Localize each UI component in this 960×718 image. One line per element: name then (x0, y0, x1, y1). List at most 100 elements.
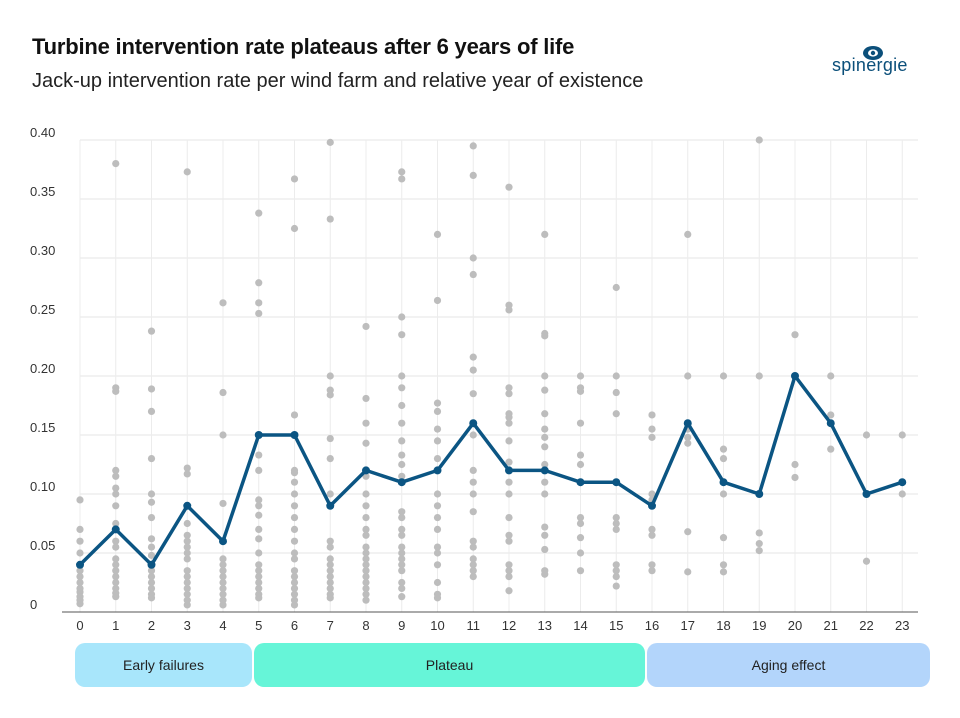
data-point (147, 551, 156, 559)
data-point (576, 387, 585, 395)
data-point (290, 590, 299, 598)
data-point (255, 578, 263, 587)
x-tick-label: 2 (148, 618, 155, 633)
data-point (469, 466, 477, 474)
data-point (255, 209, 263, 217)
data-point (505, 537, 513, 545)
data-point (290, 224, 299, 233)
data-point (433, 525, 442, 534)
data-point (183, 555, 191, 563)
data-point (76, 567, 84, 575)
x-tick-label: 13 (538, 618, 552, 633)
data-point (219, 555, 227, 563)
data-point (505, 384, 513, 392)
data-point (290, 573, 299, 581)
data-point (147, 578, 156, 587)
data-point (469, 171, 477, 179)
average-line-point (183, 501, 192, 510)
data-point (398, 313, 406, 321)
x-tick-label: 19 (752, 618, 766, 633)
brand-name: spinergie (832, 55, 908, 75)
data-point (76, 537, 84, 545)
data-point (362, 561, 370, 569)
y-tick-label: 0.25 (30, 302, 55, 317)
data-point (541, 545, 549, 554)
data-point (648, 411, 656, 419)
data-point (290, 567, 299, 575)
y-tick-label: 0.35 (30, 184, 55, 199)
data-point (719, 534, 728, 542)
data-point (755, 547, 763, 555)
data-point (541, 523, 549, 531)
data-point (469, 567, 477, 575)
data-point (755, 539, 763, 548)
data-point (612, 573, 620, 581)
data-point (76, 573, 84, 581)
data-point (576, 451, 585, 459)
data-point (147, 498, 156, 506)
data-point (326, 434, 334, 443)
data-point (755, 136, 763, 144)
data-point (433, 296, 442, 305)
data-point (290, 514, 299, 522)
data-point (433, 514, 442, 522)
data-point (505, 567, 513, 575)
x-axis-ticks: 0 1 2 3 4 5 6 7 8 9 10 11 12 13 14 15 16 17 18 19 20 21 22 23 (76, 618, 909, 633)
y-axis-ticks: 0 0.05 0.10 0.15 0.20 0.25 0.30 0.35 0.40 (30, 125, 55, 612)
data-point (791, 331, 799, 339)
x-tick-label: 14 (573, 618, 587, 633)
data-point (505, 587, 513, 595)
data-point (255, 567, 263, 575)
data-point (469, 270, 477, 279)
data-point (112, 502, 120, 510)
data-point (398, 593, 406, 601)
data-point (541, 531, 549, 539)
data-point (469, 254, 477, 262)
data-point (76, 549, 84, 557)
data-point (648, 531, 656, 539)
data-point (576, 534, 585, 542)
average-line-point (362, 466, 370, 475)
data-point (183, 590, 191, 598)
data-point (576, 567, 585, 575)
data-point (183, 567, 191, 575)
data-point (505, 390, 513, 398)
data-point (326, 561, 334, 569)
average-line-point (576, 478, 585, 487)
data-point (612, 410, 620, 418)
data-point (326, 215, 334, 223)
data-point (433, 543, 442, 551)
data-point (76, 496, 84, 504)
data-point (576, 460, 585, 469)
data-point (541, 425, 549, 433)
data-point (862, 431, 871, 439)
average-line-point (898, 478, 907, 487)
data-point (612, 525, 620, 534)
data-point (362, 543, 370, 551)
data-point (433, 490, 442, 498)
data-point (398, 531, 406, 539)
data-point (76, 525, 84, 534)
data-point (183, 584, 191, 593)
data-point (112, 519, 120, 528)
data-point (541, 490, 549, 498)
average-line-point (755, 490, 764, 498)
data-point (433, 437, 442, 445)
data-point (541, 460, 549, 469)
phase-aging-effect-label: Aging effect (751, 657, 826, 673)
data-point (326, 372, 334, 380)
data-point (469, 543, 477, 551)
data-point (541, 433, 549, 441)
average-line-point (290, 431, 299, 439)
x-tick-label: 3 (184, 618, 191, 633)
data-point (183, 470, 191, 478)
y-tick-label: 0.40 (30, 125, 55, 140)
data-point (362, 573, 370, 581)
data-point (505, 573, 513, 581)
data-point (469, 555, 477, 563)
average-line-point (683, 419, 692, 428)
data-point (112, 484, 120, 492)
data-point (290, 502, 299, 510)
data-point (398, 437, 406, 445)
average-line-point (648, 501, 656, 510)
